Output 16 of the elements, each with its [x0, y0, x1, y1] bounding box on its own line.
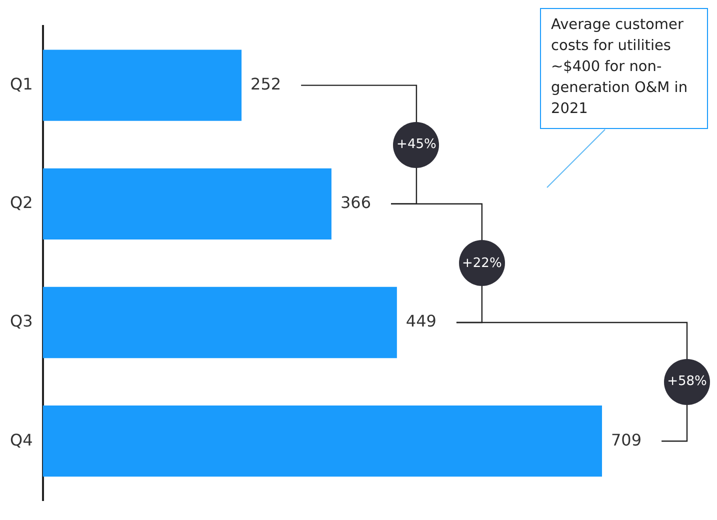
- data-label: 449: [406, 312, 436, 331]
- bar: [42, 406, 602, 477]
- data-label: 252: [250, 74, 282, 94]
- data-label: 366: [340, 193, 372, 212]
- y-tick-label: Q3: [10, 312, 33, 331]
- y-tick-label: Q4: [10, 430, 33, 450]
- y-tick-label: Q2: [10, 193, 33, 212]
- bar: [42, 50, 242, 121]
- bar: [42, 168, 332, 240]
- annotation: +45%: [393, 122, 440, 168]
- annotation: Average customer costs for utilities ~$400 for non-generation O&M in 2021: [540, 8, 708, 129]
- data-label: 709: [611, 430, 642, 450]
- bar: [42, 286, 397, 358]
- annotation: +22%: [458, 240, 505, 286]
- text: +58%: [664, 358, 710, 405]
- y-tick-label: Q1: [10, 74, 33, 94]
